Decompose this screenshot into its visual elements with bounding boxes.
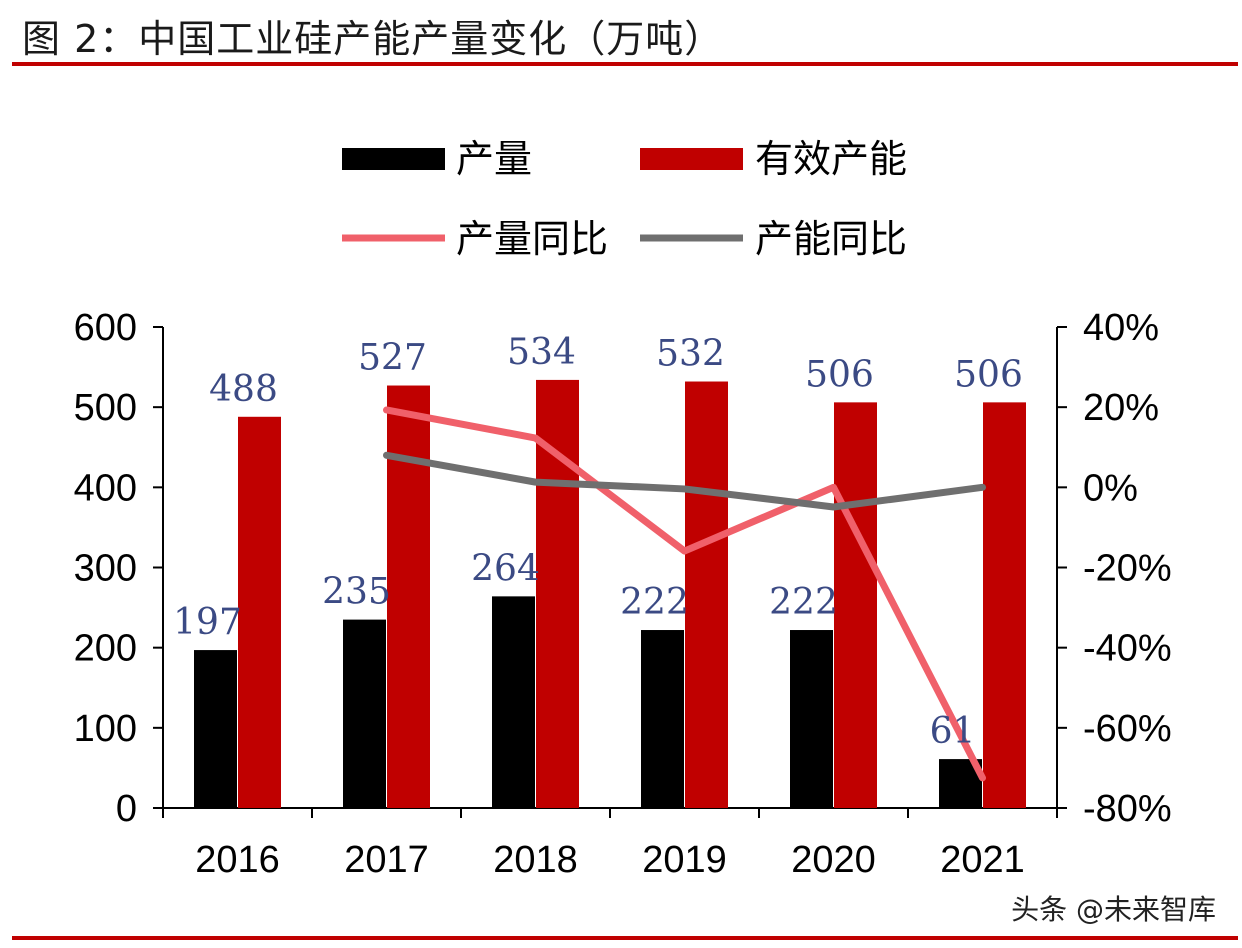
data-label-production: 222: [620, 582, 689, 623]
watermark: 头条 @未来智库: [1011, 893, 1216, 926]
left-tick-label: 300: [74, 548, 137, 590]
data-label-production: 264: [471, 548, 540, 589]
bar-production: [790, 630, 833, 808]
right-tick-label: 0%: [1083, 467, 1138, 509]
right-tick-label: -60%: [1083, 708, 1172, 750]
bar-capacity: [685, 381, 728, 808]
bar-production: [641, 630, 684, 808]
data-labels: 197 235 264 222 222 61 488 527 534 532 506 506: [173, 332, 1023, 752]
bar-production: [492, 596, 535, 808]
right-tick-label: 20%: [1083, 387, 1159, 429]
legend-item-capacity-yoy: 产能同比: [640, 217, 907, 261]
right-axis-ticks: -80% -60% -40% -20% 0% 20% 40%: [1057, 307, 1172, 830]
left-tick-label: 100: [74, 708, 137, 750]
data-label-production: 222: [769, 582, 838, 623]
left-tick-label: 600: [74, 307, 137, 349]
right-tick-label: -20%: [1083, 548, 1172, 590]
line-production-yoy: [383, 406, 986, 782]
legend: 产量 有效产能 产量同比 产能同比: [342, 137, 907, 261]
bar-capacity: [387, 385, 430, 808]
figure-title: 图 2：中国工业硅产能产量变化（万吨）: [22, 17, 724, 61]
bar-capacity: [238, 416, 281, 808]
x-tick-label: 2020: [791, 839, 876, 881]
data-label-capacity: 527: [358, 338, 427, 379]
x-axis-ticks: 2016 2017 2018 2019 2020 2021: [162, 808, 1058, 881]
data-label-capacity: 488: [209, 369, 278, 410]
data-label-capacity: 506: [954, 354, 1023, 395]
left-axis-ticks: 0 100 200 300 400 500 600: [74, 307, 163, 830]
legend-label-production-yoy: 产量同比: [456, 217, 608, 261]
legend-swatch-capacity: [640, 148, 743, 170]
right-tick-label: -40%: [1083, 628, 1172, 670]
left-tick-label: 200: [74, 628, 137, 670]
left-tick-label: 0: [116, 788, 137, 830]
x-tick-label: 2017: [344, 839, 429, 881]
legend-label-capacity: 有效产能: [755, 137, 907, 181]
bottom-rule: [12, 936, 1238, 940]
legend-item-production-yoy: 产量同比: [342, 217, 608, 261]
line-capacity-yoy: [383, 451, 986, 511]
data-label-production: 197: [173, 602, 242, 643]
x-tick-label: 2019: [642, 839, 727, 881]
data-label-capacity: 534: [507, 332, 576, 373]
right-tick-label: 40%: [1083, 307, 1159, 349]
data-label-production: 61: [930, 711, 976, 752]
data-label-capacity: 506: [805, 354, 874, 395]
lines: [383, 406, 986, 782]
left-tick-label: 500: [74, 387, 137, 429]
bar-capacity: [983, 402, 1026, 808]
legend-swatch-production: [342, 148, 445, 170]
bar-production: [343, 619, 386, 808]
top-rule: [12, 62, 1238, 66]
bars: [194, 379, 1026, 808]
right-tick-label: -80%: [1083, 788, 1172, 830]
x-tick-label: 2018: [493, 839, 578, 881]
bar-production: [194, 650, 237, 808]
legend-label-capacity-yoy: 产能同比: [755, 217, 907, 261]
axes: 0 100 200 300 400 500 600 -80% -60% -40% -20% 0% 20…: [74, 307, 1172, 881]
x-tick-label: 2021: [940, 839, 1025, 881]
legend-item-capacity: 有效产能: [640, 137, 907, 181]
data-label-capacity: 532: [656, 334, 725, 375]
legend-item-production: 产量: [342, 137, 532, 181]
bar-capacity: [834, 402, 877, 808]
legend-label-production: 产量: [456, 137, 532, 181]
x-tick-label: 2016: [195, 839, 280, 881]
left-tick-label: 400: [74, 467, 137, 509]
data-label-production: 235: [322, 572, 391, 613]
